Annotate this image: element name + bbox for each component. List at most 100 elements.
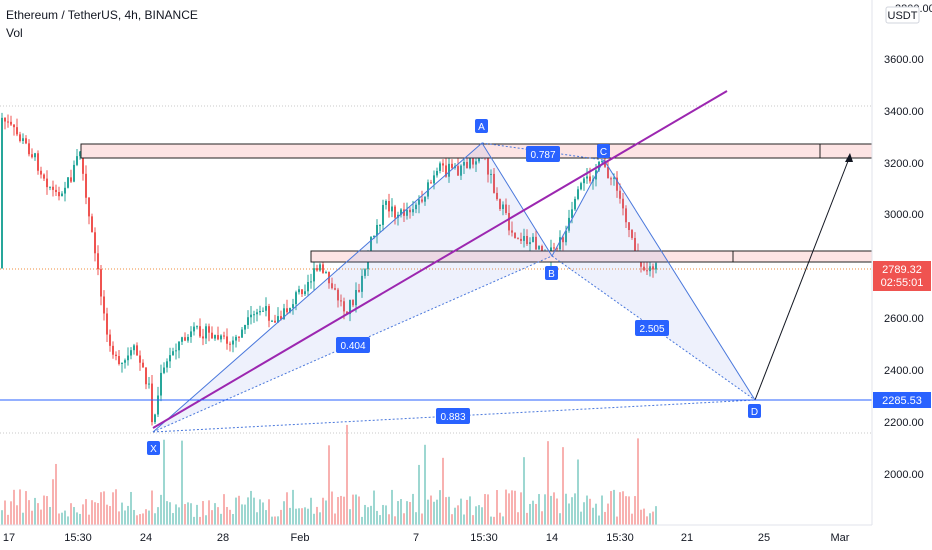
ratio-label-0787[interactable]: 0.787 (526, 146, 560, 162)
ratio-text: 0.787 (530, 150, 555, 161)
volume-bar (352, 494, 354, 525)
volume-bar (412, 493, 414, 525)
volume-bar (283, 501, 285, 525)
volume-bar (103, 491, 105, 525)
candle-body (562, 237, 564, 243)
volume-bar (439, 490, 441, 525)
candle-body (79, 151, 81, 157)
volume-bar (25, 491, 27, 525)
volume-bar (364, 504, 366, 525)
volume-bar (295, 508, 297, 525)
candle-body (391, 206, 393, 212)
volume-bar (634, 496, 636, 525)
volume-bar (553, 492, 555, 525)
volume-bar (1, 510, 3, 525)
volume-bar (547, 441, 549, 525)
point-label-a[interactable]: A (475, 119, 488, 133)
ratio-text: 0.883 (440, 412, 465, 423)
volume-bar (214, 503, 216, 525)
candle-body (4, 117, 6, 122)
candle-body (628, 222, 630, 231)
ratio-label-0883[interactable]: 0.883 (436, 408, 470, 424)
symbol-title[interactable]: Ethereum / TetherUS, 4h, BINANCE (6, 8, 198, 22)
volume-bar (211, 510, 213, 525)
point-label-b[interactable]: B (545, 266, 558, 280)
candle-body (511, 230, 513, 233)
current-price-tag: 2789.32 02:55:01 (873, 261, 931, 291)
candle-body (274, 320, 276, 323)
candle-body (553, 247, 555, 249)
candle-body (514, 232, 516, 239)
time-tick: Mar (831, 532, 850, 544)
candle-body (535, 236, 537, 250)
volume-bar (268, 499, 270, 525)
candle-body (445, 165, 447, 177)
price-tick: 3600.00 (884, 54, 924, 66)
volume-bar (196, 504, 198, 525)
volume-bar (568, 503, 570, 525)
candle-body (97, 253, 99, 270)
candle-body (634, 237, 636, 252)
volume-bar (604, 511, 606, 525)
time-tick: Feb (291, 532, 310, 544)
candle-body (61, 193, 63, 197)
candle-body (229, 343, 231, 345)
candle-body (349, 300, 351, 315)
candle-body (169, 355, 171, 362)
candle-body (475, 161, 477, 165)
volume-bar (406, 501, 408, 525)
volume-bar (562, 447, 564, 525)
candle-body (313, 268, 315, 282)
ratio-text: 0.404 (340, 341, 365, 352)
candle-body (64, 187, 66, 194)
price-axis[interactable]: 3800.00 3600.00 3400.00 3200.00 3000.00 … (871, 0, 932, 525)
point-label-d[interactable]: D (748, 404, 761, 418)
candle-body (118, 356, 120, 364)
volume-bar (223, 494, 225, 525)
volume-bar (205, 515, 207, 525)
volume-bar (85, 499, 87, 525)
candle-body (115, 354, 117, 357)
volume-bar (154, 513, 156, 525)
volume-bar (493, 516, 495, 525)
volume-bar (172, 513, 174, 525)
point-label-x[interactable]: X (147, 441, 160, 455)
candle-body (37, 153, 39, 171)
volume-indicator-label[interactable]: Vol (6, 26, 23, 40)
candle-body (403, 209, 405, 216)
candle-body (469, 157, 471, 169)
candle-body (163, 367, 165, 373)
candle-body (265, 306, 267, 311)
candle-body (190, 331, 192, 337)
ratio-label-2505[interactable]: 2.505 (635, 320, 669, 336)
volume-bar (241, 504, 243, 525)
volume-bar (61, 512, 63, 525)
ratio-label-0404[interactable]: 0.404 (336, 337, 370, 353)
candle-body (130, 350, 132, 356)
volume-bar (217, 507, 219, 525)
candle-body (235, 336, 237, 341)
xb-ratio-line (152, 255, 553, 433)
currency-selector[interactable]: USDT (885, 6, 920, 24)
point-label-c[interactable]: C (597, 144, 610, 158)
volume-bar (460, 498, 462, 525)
candle-body (148, 383, 150, 385)
trendline[interactable] (152, 90, 728, 429)
volume-bar (343, 496, 345, 525)
projection-arrow-line[interactable] (754, 155, 851, 401)
volume-bar (259, 499, 261, 525)
volume-bar (355, 494, 357, 525)
candle-body (643, 266, 645, 271)
volume-bar (655, 506, 657, 525)
candle-body (46, 178, 48, 188)
candle-body (196, 326, 198, 328)
candle-body (55, 189, 57, 193)
candle-body (238, 336, 240, 338)
candle-body (244, 324, 246, 330)
candle-body (616, 177, 618, 191)
time-axis[interactable]: 17 15:30 24 28 Feb 7 15:30 14 15:30 21 2… (0, 524, 932, 550)
candle-body (394, 206, 396, 218)
volume-bar (535, 503, 537, 525)
candle-body (295, 292, 297, 305)
